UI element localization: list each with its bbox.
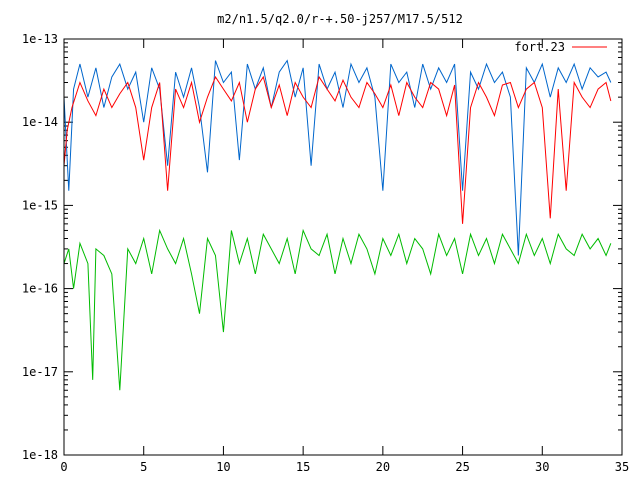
legend: fort.23 bbox=[514, 40, 607, 54]
y-tick-label: 1e-17 bbox=[22, 365, 58, 379]
x-tick-label: 30 bbox=[535, 460, 549, 474]
y-tick-label: 1e-16 bbox=[22, 282, 58, 296]
x-tick-label: 35 bbox=[615, 460, 629, 474]
y-axis: 1e-18 1e-17 1e-16 1e-15 1e-14 1e-13 bbox=[22, 32, 622, 462]
y-tick-label: 1e-13 bbox=[22, 32, 58, 46]
x-tick-label: 0 bbox=[60, 460, 67, 474]
legend-label: fort.23 bbox=[514, 40, 565, 54]
x-tick-label: 20 bbox=[376, 460, 390, 474]
y-tick-label: 1e-18 bbox=[22, 448, 58, 462]
chart-title: m2/n1.5/q2.0/r-+.50-j257/M17.5/512 bbox=[217, 12, 463, 26]
x-axis: 0 5 10 15 20 25 30 35 bbox=[60, 39, 629, 474]
x-tick-label: 25 bbox=[455, 460, 469, 474]
y-tick-label: 1e-15 bbox=[22, 198, 58, 212]
x-tick-label: 15 bbox=[296, 460, 310, 474]
plot-frame bbox=[63, 38, 623, 456]
y-tick-label: 1e-14 bbox=[22, 115, 58, 129]
x-tick-label: 5 bbox=[140, 460, 147, 474]
series-line-1 bbox=[63, 75, 612, 224]
x-tick-label: 10 bbox=[216, 460, 230, 474]
plot-series bbox=[63, 59, 612, 391]
series-line-3 bbox=[63, 228, 612, 391]
series-line-2 bbox=[63, 59, 612, 256]
